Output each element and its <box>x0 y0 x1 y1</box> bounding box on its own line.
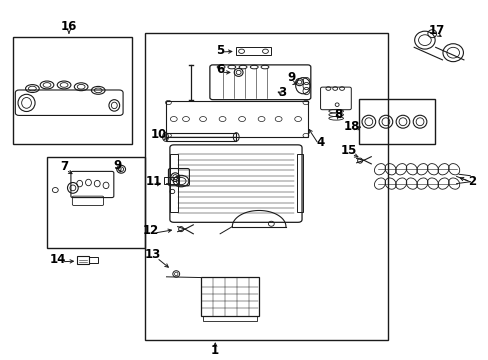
Text: 7: 7 <box>60 160 68 173</box>
Bar <box>144 33 387 339</box>
Text: 14: 14 <box>50 253 66 266</box>
Bar <box>166 101 307 137</box>
Text: 15: 15 <box>341 144 357 157</box>
Text: 5: 5 <box>216 44 224 57</box>
Bar <box>47 157 144 248</box>
Text: 1: 1 <box>211 344 219 357</box>
Bar <box>358 99 434 144</box>
Bar <box>203 316 256 320</box>
Bar <box>235 47 270 55</box>
Bar <box>13 37 132 144</box>
Text: 18: 18 <box>343 121 359 134</box>
Text: 3: 3 <box>278 86 286 99</box>
Bar <box>163 177 178 184</box>
Bar <box>200 277 259 316</box>
Bar <box>89 257 98 263</box>
Text: 16: 16 <box>61 20 77 33</box>
Text: 13: 13 <box>144 248 161 261</box>
Text: 12: 12 <box>142 224 158 238</box>
Bar <box>165 133 236 141</box>
Bar <box>77 256 89 264</box>
Text: 9: 9 <box>113 159 122 172</box>
Text: 4: 4 <box>316 136 324 149</box>
Text: 11: 11 <box>145 175 162 188</box>
Text: 6: 6 <box>216 63 224 76</box>
Text: 9: 9 <box>286 71 295 84</box>
Text: 8: 8 <box>334 108 342 121</box>
Text: 10: 10 <box>151 127 167 141</box>
Text: 17: 17 <box>428 24 444 37</box>
Text: 2: 2 <box>467 175 475 188</box>
